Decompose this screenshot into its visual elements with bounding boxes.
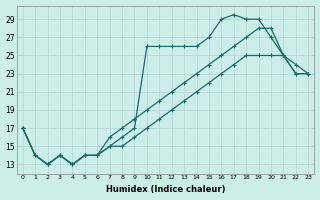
X-axis label: Humidex (Indice chaleur): Humidex (Indice chaleur) — [106, 185, 225, 194]
